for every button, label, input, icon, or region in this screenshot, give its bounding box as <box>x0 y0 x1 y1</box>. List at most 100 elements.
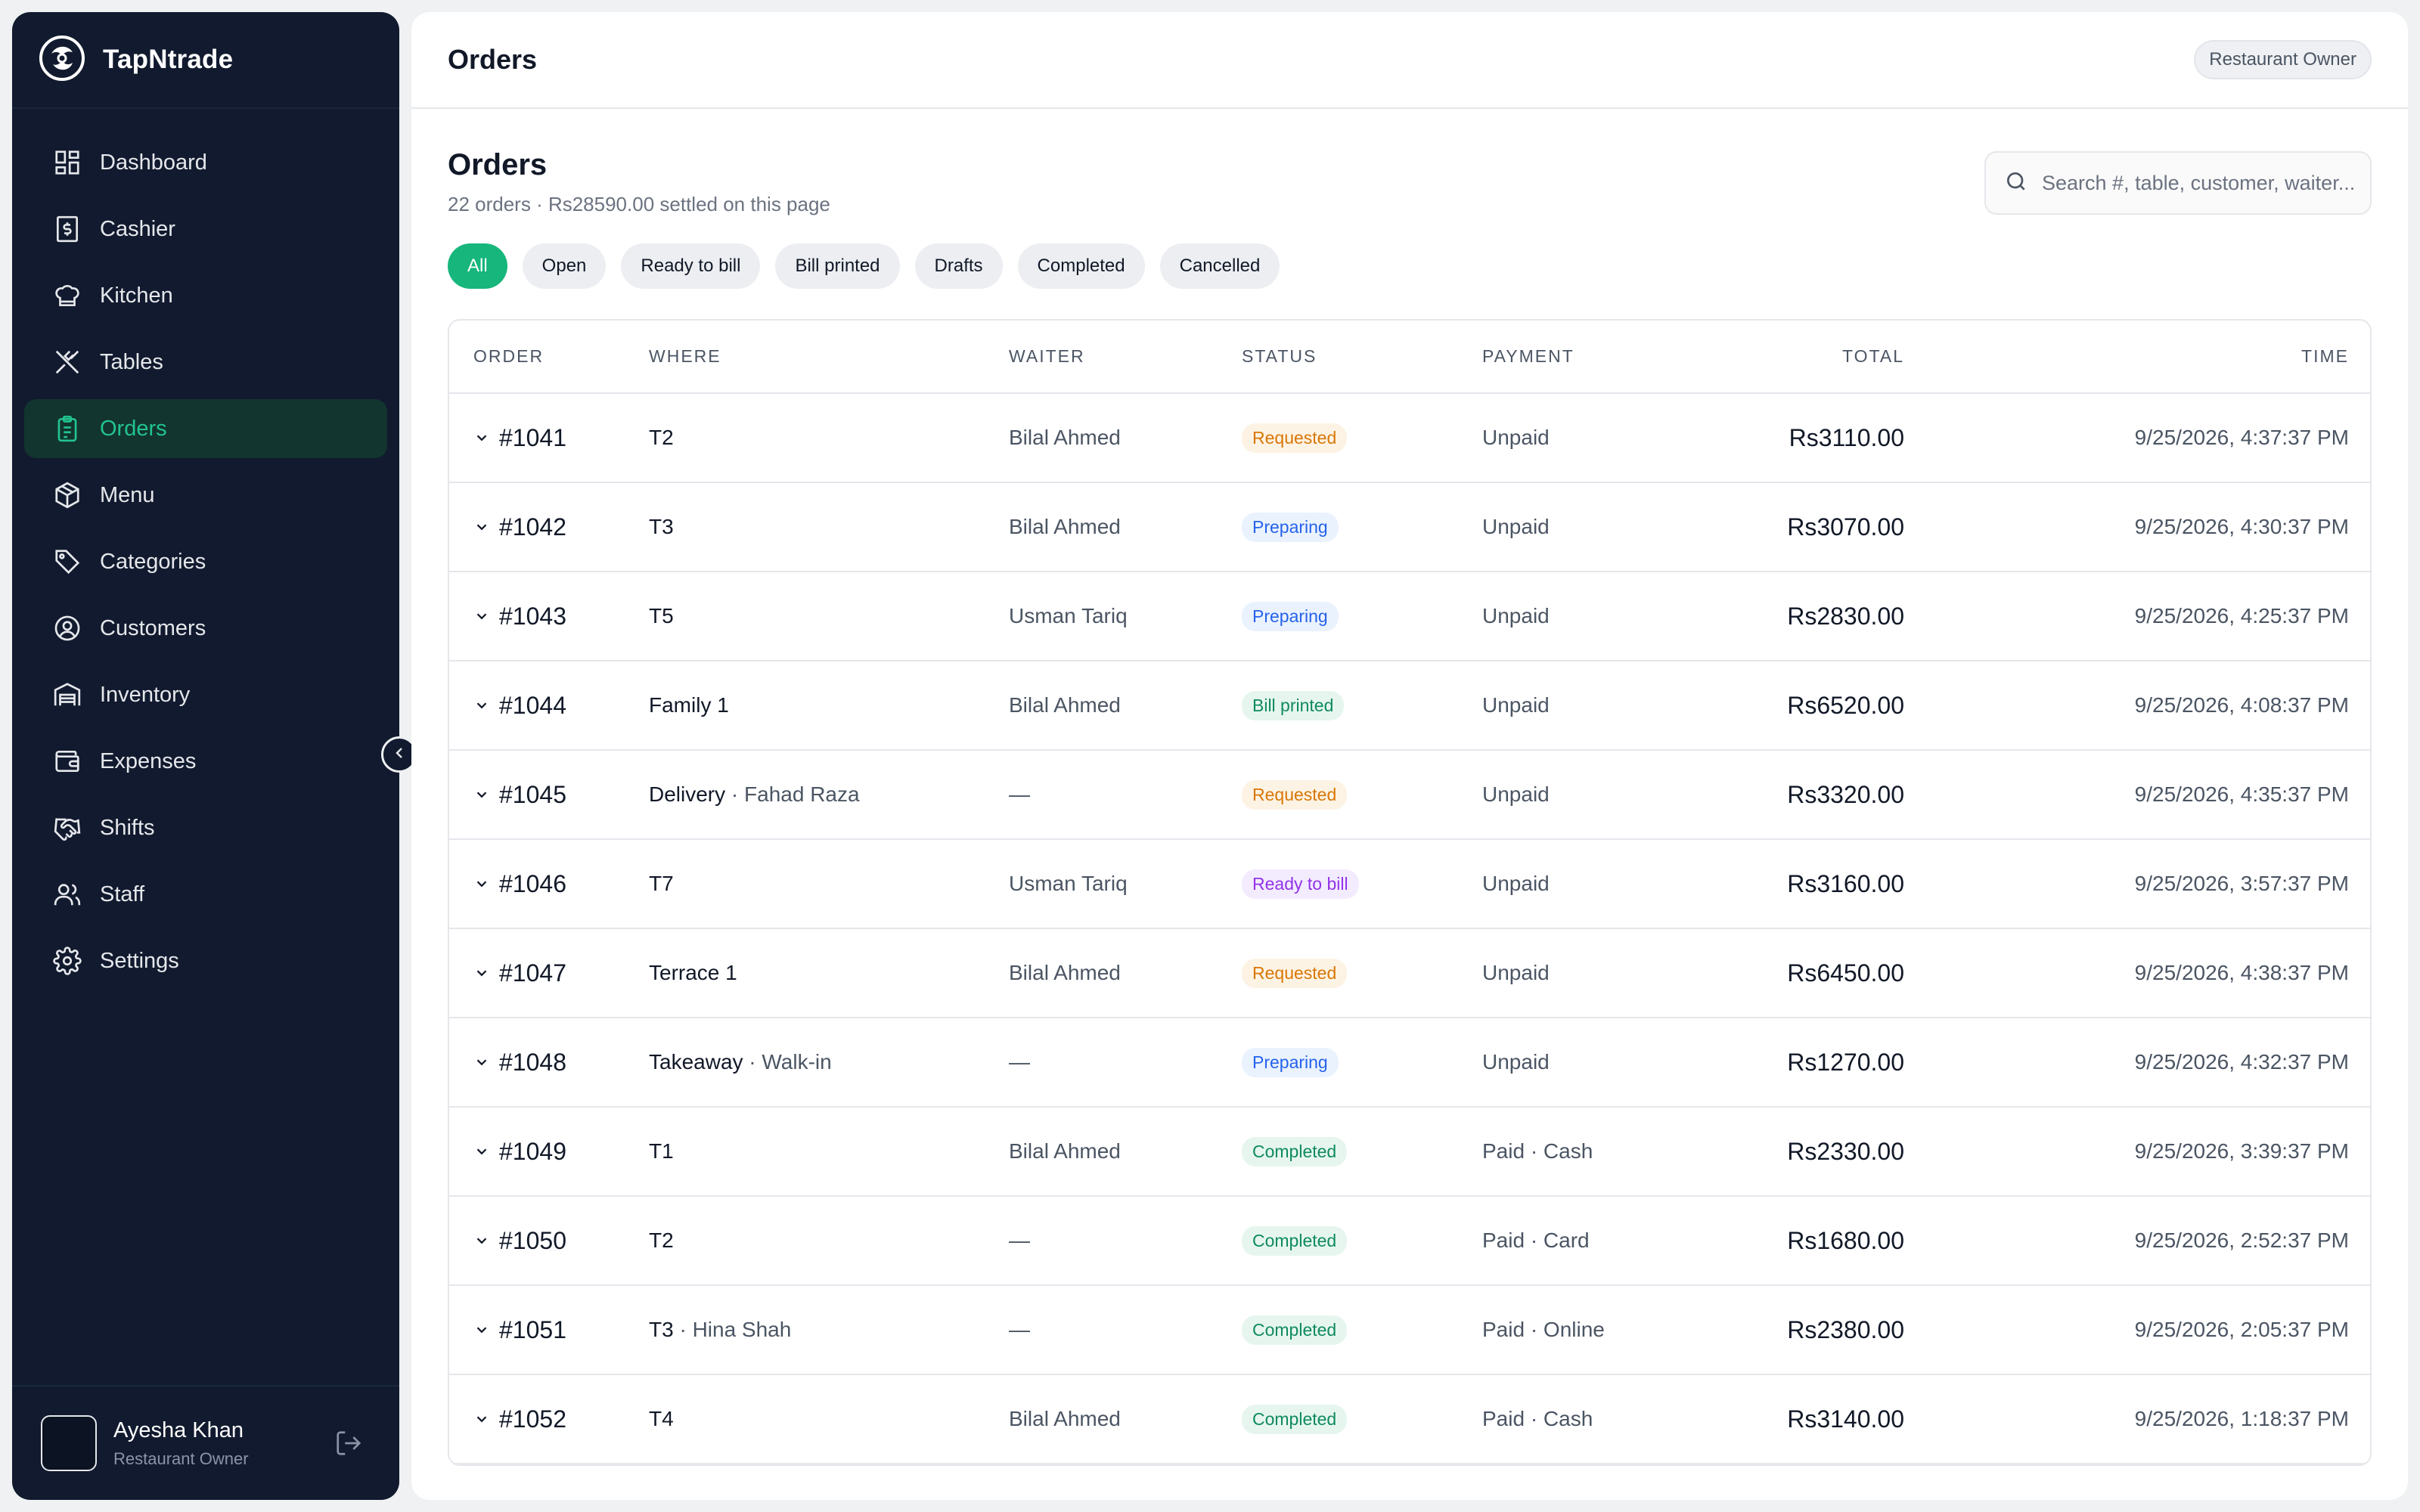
filter-all[interactable]: All <box>448 243 507 289</box>
orders-content: Orders 22 orders · Rs28590.00 settled on… <box>411 109 2408 1466</box>
column-header-payment[interactable]: PAYMENT <box>1482 321 1676 394</box>
order-waiter: — <box>1009 1196 1242 1286</box>
filter-drafts[interactable]: Drafts <box>914 243 1003 289</box>
table-row[interactable]: #1042 T3 Bilal Ahmed Preparing Unpaid Rs… <box>449 482 2370 572</box>
order-expand-toggle[interactable]: #1047 <box>473 959 566 987</box>
order-where: T2 <box>649 426 674 449</box>
chevron-down-icon <box>476 970 487 977</box>
table-row[interactable]: #1045 Delivery · Fahad Raza — Requested … <box>449 750 2370 840</box>
order-waiter: Bilal Ahmed <box>1009 482 1242 572</box>
sidebar-item-menu[interactable]: Menu <box>24 466 387 525</box>
sidebar-item-shifts[interactable]: Shifts <box>24 798 387 857</box>
filter-bill-printed[interactable]: Bill printed <box>775 243 900 289</box>
filter-open[interactable]: Open <box>522 243 607 289</box>
search-input[interactable] <box>2042 171 2360 195</box>
filter-cancelled[interactable]: Cancelled <box>1159 243 1280 289</box>
order-expand-toggle[interactable]: #1041 <box>473 424 566 452</box>
table-row[interactable]: #1044 Family 1 Bilal Ahmed Bill printed … <box>449 661 2370 751</box>
order-time: 9/25/2026, 4:37:37 PM <box>1904 393 2370 483</box>
status-filters: All Open Ready to bill Bill printed Draf… <box>448 243 2372 289</box>
sidebar-item-tables[interactable]: Tables <box>24 333 387 392</box>
topbar: Orders Restaurant Owner <box>411 12 2408 109</box>
status-badge: Preparing <box>1242 512 1339 542</box>
order-where: T3 <box>649 1318 674 1341</box>
order-expand-toggle[interactable]: #1051 <box>473 1316 566 1344</box>
sidebar-item-label: Cashier <box>100 216 175 241</box>
order-total: Rs3070.00 <box>1676 482 1904 572</box>
sidebar-item-dashboard[interactable]: Dashboard <box>24 133 387 192</box>
order-payment: Unpaid <box>1482 482 1676 572</box>
order-time: 9/25/2026, 2:05:37 PM <box>1904 1285 2370 1375</box>
order-expand-toggle[interactable]: #1046 <box>473 870 566 898</box>
table-row[interactable]: #1043 T5 Usman Tariq Preparing Unpaid Rs… <box>449 572 2370 662</box>
logout-icon[interactable] <box>334 1429 363 1458</box>
column-header-where[interactable]: WHERE <box>649 321 1009 394</box>
order-payment: Unpaid <box>1482 928 1676 1018</box>
table-row[interactable]: #1048 Takeaway · Walk-in — Preparing Unp… <box>449 1018 2370 1108</box>
order-expand-toggle[interactable]: #1043 <box>473 603 566 631</box>
sidebar-item-orders[interactable]: Orders <box>24 399 387 458</box>
sidebar-item-kitchen[interactable]: Kitchen <box>24 266 387 325</box>
sidebar-item-expenses[interactable]: Expenses <box>24 732 387 791</box>
sidebar-item-customers[interactable]: Customers <box>24 599 387 658</box>
order-number: #1046 <box>499 869 566 897</box>
order-where: T5 <box>649 604 674 627</box>
chevron-down-icon <box>476 702 487 709</box>
table-row[interactable]: #1049 T1 Bilal Ahmed Completed Paid · Ca… <box>449 1107 2370 1197</box>
main-panel: Orders Restaurant Owner Orders 22 orders… <box>411 12 2408 1500</box>
column-header-waiter[interactable]: WAITER <box>1009 321 1242 394</box>
order-waiter: — <box>1009 1285 1242 1375</box>
table-row[interactable]: #1047 Terrace 1 Bilal Ahmed Requested Un… <box>449 928 2370 1018</box>
filter-completed[interactable]: Completed <box>1017 243 1145 289</box>
order-payment: Paid · Card <box>1482 1196 1676 1286</box>
order-waiter: — <box>1009 1018 1242 1108</box>
order-total: Rs2830.00 <box>1676 572 1904 662</box>
order-number: #1044 <box>499 691 566 719</box>
column-header-order[interactable]: ORDER <box>449 321 649 394</box>
order-where: T3 <box>649 515 674 538</box>
chevron-down-icon <box>476 435 487 442</box>
column-header-status[interactable]: STATUS <box>1242 321 1482 394</box>
filter-ready-to-bill[interactable]: Ready to bill <box>621 243 761 289</box>
column-header-time[interactable]: TIME <box>1904 321 2370 394</box>
sidebar-item-categories[interactable]: Categories <box>24 532 387 591</box>
order-total: Rs1680.00 <box>1676 1196 1904 1286</box>
avatar[interactable] <box>41 1415 97 1471</box>
order-total: Rs3320.00 <box>1676 750 1904 840</box>
sidebar-item-inventory[interactable]: Inventory <box>24 665 387 724</box>
sidebar-item-label: Categories <box>100 549 206 574</box>
order-waiter: Bilal Ahmed <box>1009 661 1242 751</box>
column-header-total[interactable]: TOTAL <box>1676 321 1904 394</box>
order-total: Rs3140.00 <box>1676 1374 1904 1464</box>
order-where-detail: · Walk-in <box>743 1050 832 1074</box>
table-row[interactable]: #1050 T2 — Completed Paid · Card Rs1680.… <box>449 1196 2370 1286</box>
order-where: Takeaway <box>649 1050 743 1074</box>
status-badge: Completed <box>1242 1404 1348 1434</box>
brand[interactable]: TapNtrade <box>12 12 399 109</box>
sidebar-item-settings[interactable]: Settings <box>24 931 387 990</box>
table-row[interactable]: #1052 T4 Bilal Ahmed Completed Paid · Ca… <box>449 1374 2370 1464</box>
sidebar-item-staff[interactable]: Staff <box>24 865 387 924</box>
order-expand-toggle[interactable]: #1042 <box>473 513 566 541</box>
table-row[interactable]: #1051 T3 · Hina Shah — Completed Paid · … <box>449 1285 2370 1375</box>
role-badge: Restaurant Owner <box>2194 40 2372 79</box>
order-time: 9/25/2026, 4:35:37 PM <box>1904 750 2370 840</box>
order-time: 9/25/2026, 1:18:37 PM <box>1904 1374 2370 1464</box>
sidebar-item-cashier[interactable]: Cashier <box>24 200 387 259</box>
table-row[interactable]: #1046 T7 Usman Tariq Ready to bill Unpai… <box>449 839 2370 929</box>
order-expand-toggle[interactable]: #1048 <box>473 1049 566 1077</box>
order-expand-toggle[interactable]: #1050 <box>473 1227 566 1255</box>
order-where: Family 1 <box>649 693 729 717</box>
order-number: #1043 <box>499 602 566 630</box>
order-expand-toggle[interactable]: #1044 <box>473 692 566 720</box>
table-row[interactable]: #1041 T2 Bilal Ahmed Requested Unpaid Rs… <box>449 393 2370 483</box>
users-icon <box>53 880 82 909</box>
order-expand-toggle[interactable]: #1052 <box>473 1405 566 1433</box>
order-expand-toggle[interactable]: #1049 <box>473 1138 566 1166</box>
user-circle-icon <box>53 614 82 643</box>
order-expand-toggle[interactable]: #1045 <box>473 781 566 809</box>
order-number: #1042 <box>499 513 566 541</box>
order-total: Rs3160.00 <box>1676 839 1904 929</box>
search-box[interactable] <box>1984 151 2372 215</box>
order-total: Rs3110.00 <box>1676 393 1904 483</box>
